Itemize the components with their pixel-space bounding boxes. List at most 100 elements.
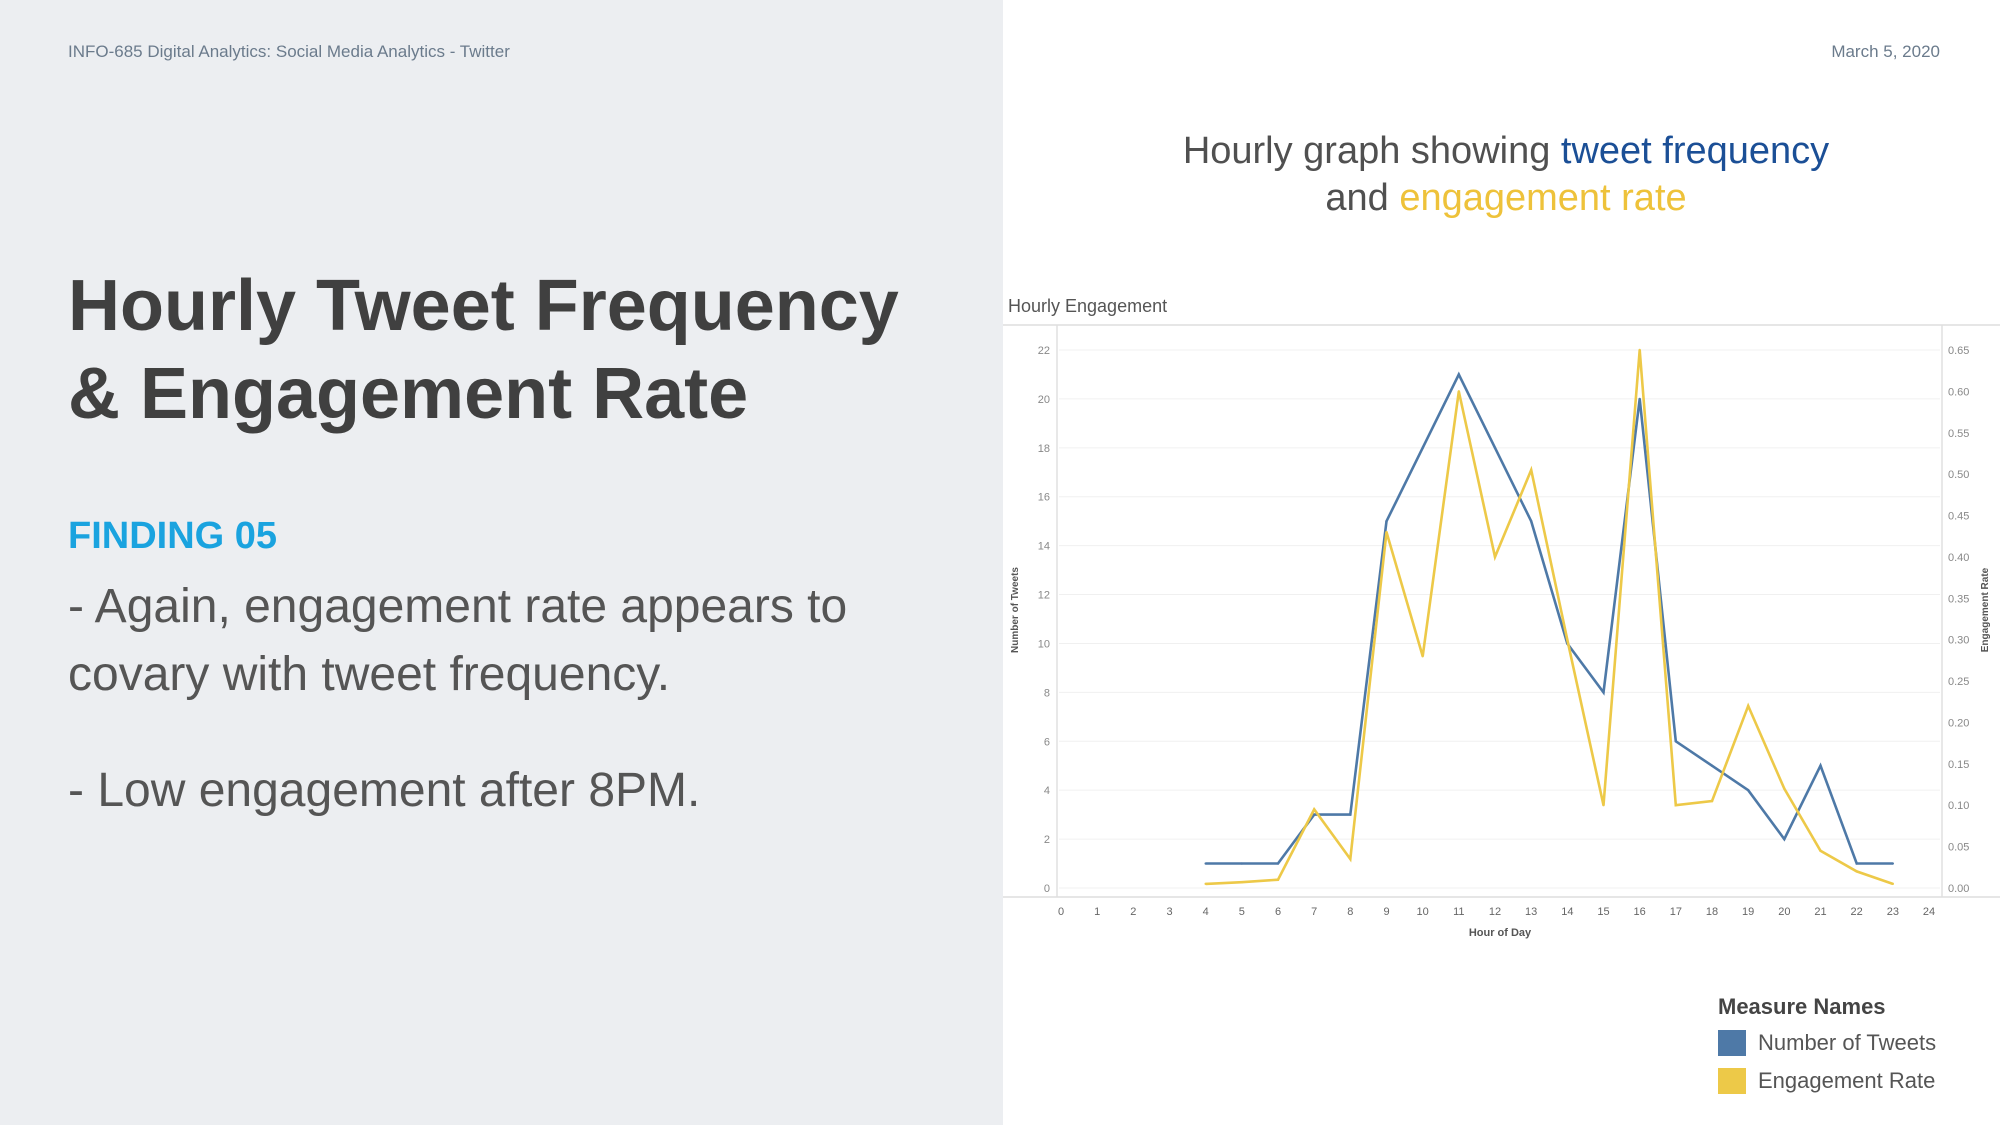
point-engagement-rate <box>1529 468 1533 472</box>
chart-heading: Hourly graph showing tweet frequency and… <box>1100 128 1912 222</box>
y-right-tick-label: 0.40 <box>1948 552 1969 564</box>
y-right-tick-label: 0.05 <box>1948 842 1969 854</box>
slide-title: Hourly Tweet Frequency & Engagement Rate <box>68 262 968 438</box>
y-left-tick-label: 10 <box>1038 638 1050 650</box>
y-right-tick-label: 0.25 <box>1948 676 1969 688</box>
y-left-tick-label: 18 <box>1038 443 1050 455</box>
x-axis-label: Hour of Day <box>1469 927 1532 939</box>
legend-item-engagement-rate: Engagement Rate <box>1718 1062 1978 1100</box>
point-engagement-rate <box>1746 704 1750 708</box>
point-number-of-tweets <box>1819 764 1822 767</box>
x-tick-label: 15 <box>1597 906 1609 918</box>
point-engagement-rate <box>1457 390 1461 393</box>
y-left-tick-label: 12 <box>1038 590 1050 602</box>
point-engagement-rate <box>1710 799 1714 803</box>
y-left-tick-label: 16 <box>1038 492 1050 504</box>
point-number-of-tweets <box>1240 862 1244 865</box>
point-number-of-tweets <box>1204 862 1207 865</box>
x-tick-label: 4 <box>1203 906 1209 918</box>
point-number-of-tweets <box>1602 691 1605 694</box>
point-number-of-tweets <box>1457 373 1461 376</box>
point-engagement-rate <box>1312 808 1316 811</box>
x-tick-label: 13 <box>1525 906 1537 918</box>
y-right-tick-label: 0.65 <box>1948 345 1969 357</box>
y-right-tick-label: 0.10 <box>1948 800 1969 812</box>
chart-heading-prefix: Hourly graph showing <box>1182 130 1561 172</box>
point-number-of-tweets <box>1783 837 1786 841</box>
y-left-tick-label: 20 <box>1038 394 1050 406</box>
y-left-tick-label: 8 <box>1044 687 1050 699</box>
point-number-of-tweets <box>1674 740 1678 743</box>
point-engagement-rate <box>1602 804 1605 807</box>
x-tick-label: 2 <box>1130 906 1136 918</box>
course-header: INFO-685 Digital Analytics: Social Media… <box>68 42 510 61</box>
finding-text-covary: - Again, engagement rate appears to cova… <box>68 580 848 701</box>
x-tick-label: 12 <box>1489 906 1501 918</box>
point-engagement-rate <box>1276 878 1280 881</box>
x-tick-label: 23 <box>1887 906 1899 918</box>
finding-label: FINDING 05 <box>68 515 278 557</box>
point-engagement-rate <box>1493 555 1497 559</box>
legend-item-number-of-tweets: Number of Tweets <box>1718 1024 1978 1062</box>
point-engagement-rate <box>1855 870 1858 873</box>
point-number-of-tweets <box>1493 446 1497 450</box>
x-tick-label: 1 <box>1094 906 1100 918</box>
y-left-tick-label: 14 <box>1038 541 1050 553</box>
y-left-tick-label: 22 <box>1038 345 1050 357</box>
finding-text-low-engagement: - Low engagement after 8PM. <box>68 764 701 817</box>
x-tick-label: 3 <box>1166 906 1172 918</box>
x-tick-label: 11 <box>1453 906 1464 918</box>
y-left-tick-label: 4 <box>1044 785 1050 797</box>
point-number-of-tweets <box>1529 519 1533 523</box>
x-tick-label: 24 <box>1923 906 1935 918</box>
point-number-of-tweets <box>1421 446 1424 450</box>
x-tick-label: 22 <box>1851 906 1863 918</box>
point-number-of-tweets <box>1710 764 1714 767</box>
x-tick-label: 6 <box>1275 906 1281 918</box>
x-tick-label: 10 <box>1417 906 1429 918</box>
legend-swatch-tweets <box>1718 1030 1746 1056</box>
point-engagement-rate <box>1385 530 1388 534</box>
y-right-axis-label: Engagement Rate <box>1980 567 1991 652</box>
chart-heading-middle: and <box>1325 177 1400 219</box>
y-right-tick-label: 0.45 <box>1948 511 1969 523</box>
series-line-number-of-tweets <box>1205 371 1893 865</box>
point-number-of-tweets <box>1385 519 1388 523</box>
legend-title: Measure Names <box>1718 994 1886 1019</box>
series-line-engagement-rate <box>1205 349 1894 886</box>
chart-heading-engagement-rate: engagement rate <box>1399 177 1687 219</box>
point-engagement-rate <box>1240 881 1244 884</box>
y-left-tick-label: 2 <box>1044 834 1050 846</box>
slide-title-line2: & Engagement Rate <box>68 354 749 434</box>
slide-date: March 5, 2020 <box>1831 42 1940 61</box>
y-right-tick-label: 0.15 <box>1948 759 1969 771</box>
chart-title: Hourly Engagement <box>1008 296 1168 316</box>
x-tick-label: 18 <box>1706 906 1718 918</box>
point-engagement-rate <box>1819 849 1822 852</box>
x-tick-label: 7 <box>1311 906 1317 918</box>
y-right-tick-label: 0.20 <box>1948 717 1969 729</box>
x-tick-label: 14 <box>1561 906 1573 918</box>
point-number-of-tweets <box>1638 397 1641 401</box>
y-right-tick-label: 0.35 <box>1948 593 1969 605</box>
point-number-of-tweets <box>1855 862 1858 865</box>
legend-swatch-engagement <box>1718 1068 1746 1094</box>
point-number-of-tweets <box>1891 862 1895 865</box>
point-engagement-rate <box>1421 655 1424 658</box>
y-right-tick-label: 0.50 <box>1948 469 1969 481</box>
point-engagement-rate <box>1891 882 1895 886</box>
y-right-tick-label: 0.30 <box>1948 635 1969 647</box>
y-left-tick-label: 0 <box>1044 883 1050 895</box>
x-tick-label: 19 <box>1742 906 1754 918</box>
point-engagement-rate <box>1783 787 1786 790</box>
x-tick-label: 16 <box>1634 906 1646 918</box>
y-left-tick-label: 6 <box>1044 736 1050 748</box>
chart-heading-tweet-frequency: tweet frequency <box>1560 130 1830 172</box>
point-engagement-rate <box>1204 882 1207 886</box>
point-number-of-tweets <box>1312 813 1316 816</box>
point-number-of-tweets <box>1276 862 1280 865</box>
x-tick-label: 9 <box>1383 906 1389 918</box>
y-right-tick-label: 0.00 <box>1948 883 1969 895</box>
chart-legend: Measure Names Number of Tweets Engagemen… <box>1718 994 1978 1100</box>
